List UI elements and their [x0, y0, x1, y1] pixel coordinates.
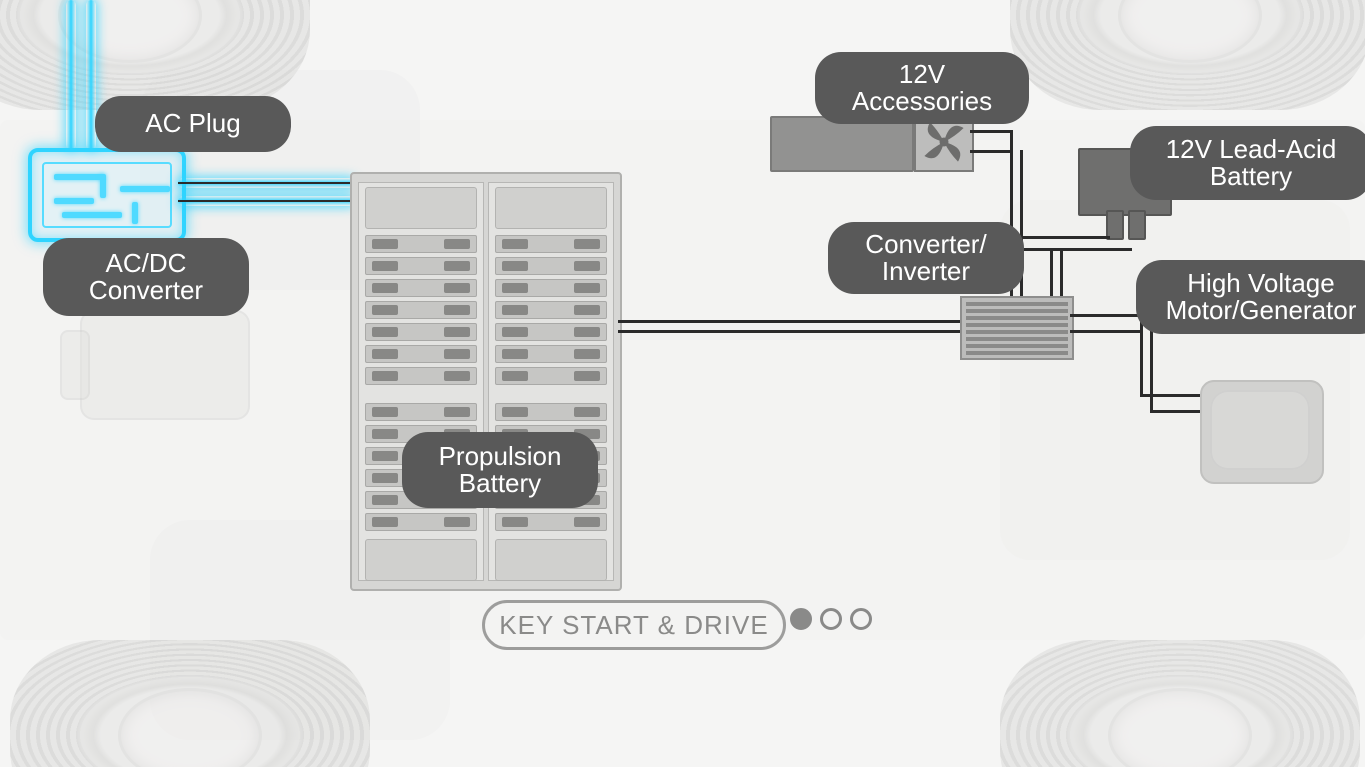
wire	[1150, 330, 1153, 410]
wire	[970, 150, 1010, 153]
acdc-converter-box	[28, 148, 186, 242]
status-dot	[820, 608, 842, 630]
ac-plug-cable	[66, 0, 76, 150]
label-lead-acid-battery: 12V Lead-Acid Battery	[1130, 126, 1365, 200]
status-dots	[790, 608, 872, 630]
label-propulsion-battery: Propulsion Battery	[402, 432, 598, 508]
label-acdc-converter: AC/DC Converter	[43, 238, 249, 316]
wire	[1020, 248, 1132, 251]
tire-rear-left	[10, 640, 370, 767]
tire-front-left	[0, 0, 310, 110]
label-ac-plug: AC Plug	[95, 96, 291, 152]
wire	[618, 320, 960, 323]
status-dot	[850, 608, 872, 630]
wire	[970, 130, 1010, 133]
tire-front-right	[1010, 0, 1365, 110]
wire	[178, 200, 354, 202]
label-converter-inverter: Converter/ Inverter	[828, 222, 1024, 294]
tire-rear-right	[1000, 640, 1360, 767]
propulsion-battery-pack	[350, 172, 622, 591]
wire	[1140, 394, 1200, 397]
converter-inverter-box	[960, 296, 1074, 360]
wire	[1070, 330, 1140, 333]
wire	[1050, 248, 1053, 300]
wire	[1060, 248, 1063, 300]
status-dot	[790, 608, 812, 630]
wire	[1070, 314, 1140, 317]
wire	[1020, 236, 1110, 239]
lead-acid-terminal	[1128, 210, 1146, 240]
label-hv-motor-generator: High Voltage Motor/Generator	[1136, 260, 1365, 334]
diagram-stage: AC Plug AC/DC Converter Propulsion Batte…	[0, 0, 1365, 767]
front-motor-ghost	[60, 330, 90, 400]
wire	[618, 330, 960, 333]
wire	[178, 182, 354, 184]
accessory-block	[770, 116, 914, 172]
wire	[1150, 410, 1200, 413]
label-12v-accessories: 12V Accessories	[815, 52, 1029, 124]
status-mode: KEY START & DRIVE	[482, 600, 786, 650]
motor-generator-ghost	[1210, 390, 1310, 470]
front-motor-ghost	[80, 310, 250, 420]
